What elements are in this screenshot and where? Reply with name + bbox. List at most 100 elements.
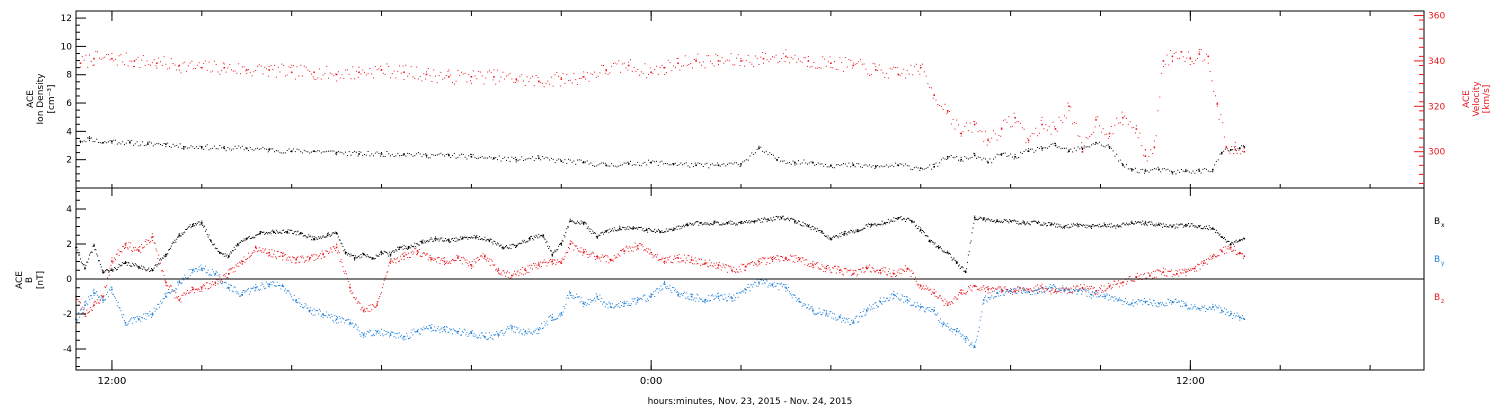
bz-sample	[518, 275, 520, 277]
bz-sample	[595, 256, 597, 257]
bz-sample	[1119, 282, 1121, 284]
velocity-point	[807, 60, 810, 62]
by-sample	[90, 295, 92, 297]
bx-sample	[205, 229, 207, 231]
bx-sample	[296, 231, 298, 233]
density-sample	[912, 169, 914, 171]
density-sample	[163, 143, 165, 144]
bz-sample	[330, 248, 332, 250]
by-sample	[970, 343, 972, 345]
bx-sample	[246, 237, 248, 239]
bz-sample	[1083, 284, 1085, 286]
bz-sample	[699, 258, 701, 260]
bz-sample	[83, 308, 85, 310]
bz-sample	[466, 259, 468, 261]
velocity-point	[268, 69, 270, 71]
by-sample	[634, 297, 636, 299]
bx-sample	[184, 231, 186, 233]
bz-sample	[1197, 263, 1198, 265]
by-sample	[1121, 300, 1123, 302]
bx-sample	[90, 251, 92, 253]
by-sample	[558, 315, 560, 317]
by-sample	[1023, 287, 1025, 289]
velocity-sample	[98, 57, 100, 59]
by-sample	[772, 286, 774, 288]
velocity-sample	[514, 82, 516, 83]
bz-sample	[295, 262, 297, 264]
by-sample	[1142, 303, 1144, 305]
by-sample	[264, 288, 266, 290]
bx-sample	[157, 264, 159, 266]
velocity-sample	[1131, 127, 1133, 129]
by-sample	[950, 327, 952, 329]
density-sample	[867, 165, 869, 167]
bz-sample	[1165, 275, 1167, 277]
bz-sample	[311, 255, 313, 257]
bz-sample	[923, 288, 925, 290]
bz-point	[1041, 286, 1043, 289]
bx-point	[124, 262, 127, 264]
bx-sample	[372, 258, 374, 260]
by-sample	[532, 333, 533, 335]
velocity-sample	[1143, 154, 1145, 156]
by-sample	[866, 309, 868, 310]
bx-point	[529, 237, 531, 240]
bz-sample	[648, 248, 649, 250]
velocity-sample	[777, 62, 779, 64]
by-sample	[304, 303, 306, 305]
velocity-sample	[983, 140, 985, 142]
by-sample	[424, 328, 426, 330]
by-sample	[633, 298, 635, 300]
velocity-sample	[150, 64, 152, 66]
by-sample	[175, 288, 177, 290]
bz-sample	[945, 303, 947, 305]
by-sample	[414, 331, 416, 333]
velocity-sample	[559, 85, 561, 87]
velocity-sample	[644, 63, 646, 65]
velocity-sample	[611, 65, 613, 67]
bz-sample	[687, 255, 689, 257]
bz-sample	[954, 296, 956, 298]
density-sample	[90, 137, 92, 139]
bz-sample	[180, 301, 182, 303]
velocity-sample	[459, 75, 461, 77]
by-sample	[619, 306, 621, 308]
by-sample	[456, 332, 458, 334]
velocity-sample	[543, 86, 545, 88]
by-sample	[814, 314, 816, 316]
density-sample	[685, 162, 687, 164]
velocity-sample	[775, 54, 777, 56]
by-sample	[730, 296, 732, 298]
by-sample	[307, 307, 309, 309]
velocity-sample	[1045, 124, 1047, 126]
velocity-sample	[1073, 122, 1075, 123]
bz-sample	[798, 257, 800, 259]
bz-sample	[266, 252, 267, 254]
bz-sample	[417, 251, 419, 253]
by-sample	[121, 314, 123, 316]
density-sample	[352, 152, 354, 153]
bz-sample	[219, 276, 221, 278]
by-point	[1104, 295, 1106, 298]
bx-point	[102, 271, 104, 273]
by-sample	[169, 292, 170, 294]
bz-sample	[711, 265, 713, 267]
bx-sample	[98, 260, 99, 262]
bz-sample	[524, 267, 526, 269]
bz-sample	[530, 267, 532, 269]
bz-sample	[891, 276, 893, 278]
bz-sample	[587, 257, 589, 258]
velocity-sample	[950, 123, 952, 125]
velocity-sample	[1018, 121, 1020, 123]
density-sample	[331, 150, 333, 152]
density-sample	[762, 150, 764, 152]
velocity-sample	[607, 73, 609, 75]
by-sample	[493, 334, 495, 336]
bz-sample	[619, 255, 621, 257]
bx-sample	[355, 257, 357, 259]
bx-sample	[238, 244, 240, 246]
by-sample	[531, 332, 533, 334]
bz-sample	[98, 302, 100, 304]
velocity-sample	[773, 56, 775, 58]
bz-sample	[675, 257, 677, 259]
